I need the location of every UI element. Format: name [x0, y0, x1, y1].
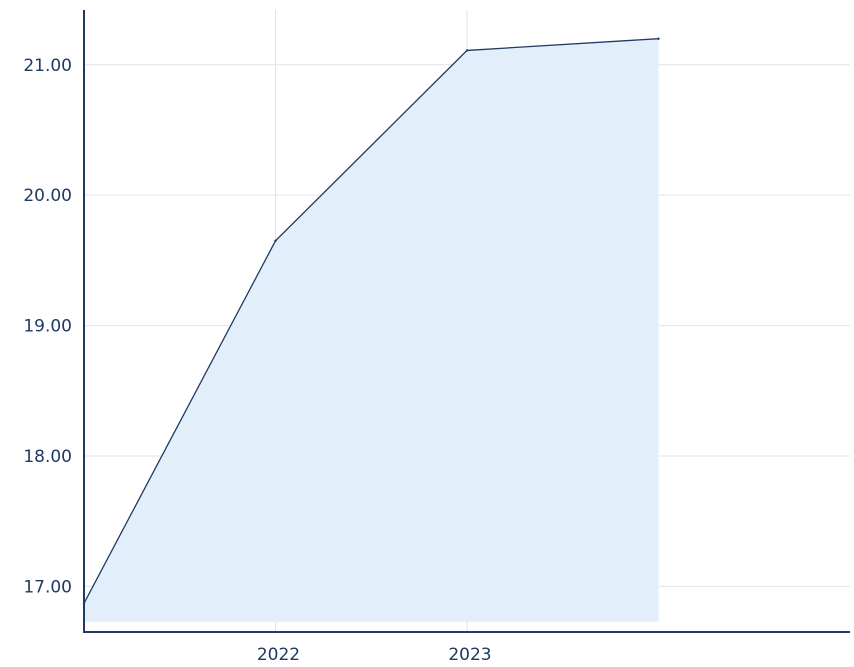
y-tick-label: 21.00	[23, 56, 72, 76]
data-point	[274, 239, 277, 243]
area-layer	[84, 38, 659, 622]
series-area	[84, 38, 659, 622]
y-tick-label: 19.00	[23, 317, 72, 337]
y-tick-label: 20.00	[23, 186, 72, 206]
line-layer	[82, 37, 660, 605]
x-tick-label: 2022	[257, 645, 300, 662]
x-tick-label: 2023	[448, 645, 491, 662]
y-tick-label: 18.00	[23, 447, 72, 467]
axis-layer	[83, 10, 850, 633]
label-layer: 17.00 18.00 19.00 20.00 21.00 2022 2023	[23, 56, 491, 665]
series-line	[83, 38, 659, 604]
y-tick-label: 17.00	[23, 577, 72, 597]
data-point	[657, 37, 660, 40]
data-point	[465, 49, 469, 52]
